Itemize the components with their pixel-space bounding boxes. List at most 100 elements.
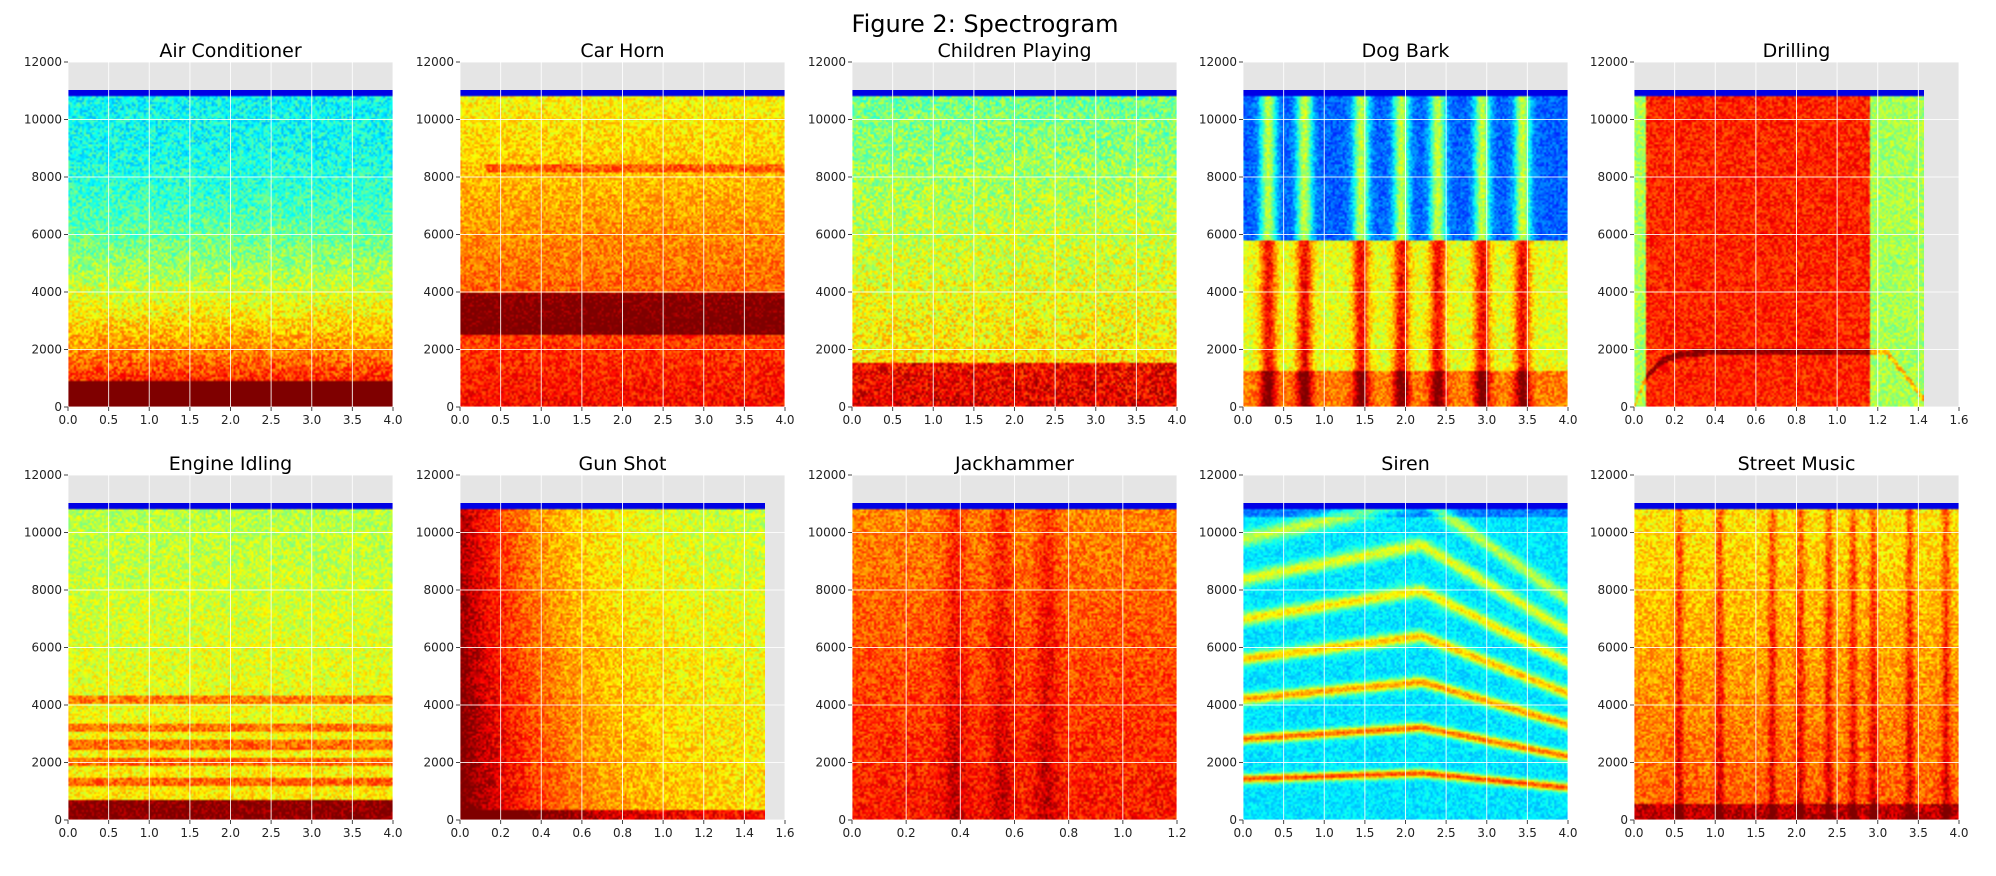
- x-tick-label: 4.0: [1167, 413, 1186, 427]
- y-tick-label: 12000: [808, 55, 846, 69]
- y-tick-label: 8000: [423, 170, 454, 184]
- x-tick-label: 0.0: [58, 826, 77, 840]
- x-tick-label: 0.5: [883, 413, 902, 427]
- x-tick-label: 1.2: [1868, 413, 1887, 427]
- panel-title: Engine Idling: [169, 453, 292, 475]
- x-tick-label: 1.6: [775, 826, 794, 840]
- x-tick-label: 3.0: [694, 413, 713, 427]
- x-tick-label: 3.0: [302, 826, 321, 840]
- panel-gun-shot: 0.0 0.2 0.4 0.6 0.8 1.0 1.2 1.4 1.6 0 2000 4000 6000…: [416, 453, 795, 840]
- panel-title: Siren: [1381, 453, 1429, 475]
- x-tick-label: 0.6: [572, 826, 591, 840]
- y-tick-label: 10000: [24, 113, 62, 127]
- y-tick-label: 2000: [815, 756, 846, 770]
- x-tick-label: 0.5: [1274, 826, 1293, 840]
- x-tick-label: 2.5: [1046, 413, 1065, 427]
- y-tick-label: 4000: [31, 285, 62, 299]
- x-tick-label: 1.0: [140, 413, 159, 427]
- y-tick-label: 12000: [808, 468, 846, 482]
- y-tick-label: 8000: [423, 583, 454, 597]
- x-tick-label: 0.0: [1624, 413, 1643, 427]
- y-tick-label: 2000: [815, 343, 846, 357]
- y-tick-label: 8000: [1597, 170, 1628, 184]
- x-tick-label: 3.0: [302, 413, 321, 427]
- y-tick-label: 6000: [423, 228, 454, 242]
- y-tick-label: 0: [446, 400, 454, 414]
- y-tick-label: 8000: [815, 170, 846, 184]
- x-tick-label: 0.0: [842, 826, 861, 840]
- x-tick-label: 1.5: [964, 413, 983, 427]
- x-tick-label: 3.0: [1477, 826, 1496, 840]
- y-tick-label: 0: [54, 400, 62, 414]
- panel-dog-bark: 0.0 0.5 1.0 1.5 2.0 2.5 3.0 3.5 4.0 0 2000 4000 6000…: [1199, 40, 1578, 427]
- x-tick-label: 0.8: [613, 826, 632, 840]
- y-tick-label: 6000: [31, 228, 62, 242]
- x-tick-label: 4.0: [1558, 826, 1577, 840]
- x-tick-label: 3.5: [735, 413, 754, 427]
- y-tick-label: 12000: [416, 468, 454, 482]
- x-tick-label: 0.0: [450, 826, 469, 840]
- panel-street-music: 0.0 0.5 1.0 1.5 2.0 2.5 3.0 3.5 4.0 0 2000 4000 6000…: [1590, 453, 1969, 840]
- x-tick-label: 4.0: [1558, 413, 1577, 427]
- x-tick-label: 1.2: [1167, 826, 1186, 840]
- x-tick-label: 1.5: [1355, 826, 1374, 840]
- x-tick-label: 0.0: [1233, 413, 1252, 427]
- y-tick-label: 0: [1229, 400, 1237, 414]
- y-tick-label: 2000: [423, 343, 454, 357]
- x-tick-label: 2.5: [1437, 413, 1456, 427]
- x-tick-label: 0.4: [951, 826, 970, 840]
- x-tick-label: 2.0: [1005, 413, 1024, 427]
- y-tick-label: 2000: [1206, 343, 1237, 357]
- y-tick-label: 6000: [1597, 641, 1628, 655]
- y-tick-label: 10000: [416, 526, 454, 540]
- panel-title: Children Playing: [937, 40, 1091, 62]
- y-tick-label: 4000: [423, 285, 454, 299]
- panel-title: Street Music: [1738, 453, 1856, 475]
- panel-air-conditioner: 0.0 0.5 1.0 1.5 2.0 2.5 3.0 3.5 4.0 0 2000 4000 6000…: [24, 40, 403, 427]
- x-tick-label: 4.0: [1949, 826, 1968, 840]
- y-tick-label: 4000: [1206, 698, 1237, 712]
- x-tick-label: 2.5: [654, 413, 673, 427]
- x-tick-label: 0.4: [532, 826, 551, 840]
- x-tick-label: 1.4: [735, 826, 754, 840]
- y-tick-label: 10000: [1590, 113, 1628, 127]
- y-tick-label: 8000: [31, 170, 62, 184]
- x-tick-label: 0.2: [491, 826, 510, 840]
- x-tick-label: 0.6: [1005, 826, 1024, 840]
- y-tick-label: 12000: [24, 55, 62, 69]
- y-tick-label: 0: [838, 400, 846, 414]
- y-tick-label: 6000: [423, 641, 454, 655]
- panel-siren: 0.0 0.5 1.0 1.5 2.0 2.5 3.0 3.5 4.0 0 2000 4000 6000…: [1199, 453, 1578, 840]
- x-tick-label: 4.0: [383, 413, 402, 427]
- y-tick-label: 0: [1229, 813, 1237, 827]
- y-tick-label: 6000: [1206, 228, 1237, 242]
- x-tick-label: 3.0: [1868, 826, 1887, 840]
- x-tick-label: 0.5: [1274, 413, 1293, 427]
- y-tick-label: 4000: [31, 698, 62, 712]
- panel-title: Air Conditioner: [159, 40, 301, 62]
- x-tick-label: 1.0: [1828, 413, 1847, 427]
- x-tick-label: 3.0: [1086, 413, 1105, 427]
- y-tick-label: 12000: [1590, 55, 1628, 69]
- y-tick-label: 4000: [1206, 285, 1237, 299]
- x-tick-label: 0.0: [1233, 826, 1252, 840]
- y-tick-label: 10000: [1590, 526, 1628, 540]
- y-tick-label: 10000: [416, 113, 454, 127]
- x-tick-label: 0.4: [1706, 413, 1725, 427]
- y-tick-label: 0: [1620, 400, 1628, 414]
- panel-drilling: 0.0 0.2 0.4 0.6 0.8 1.0 1.2 1.4 1.6 0 2000 4000 6000…: [1590, 40, 1969, 427]
- x-tick-label: 1.0: [532, 413, 551, 427]
- x-tick-label: 2.5: [262, 413, 281, 427]
- y-tick-label: 12000: [1199, 55, 1237, 69]
- y-tick-label: 8000: [1597, 583, 1628, 597]
- y-tick-label: 8000: [1206, 583, 1237, 597]
- spectrogram-heatmap: [1634, 90, 1925, 407]
- panel-title: Dog Bark: [1362, 40, 1450, 62]
- x-tick-label: 2.0: [221, 826, 240, 840]
- y-tick-label: 2000: [1597, 756, 1628, 770]
- y-tick-label: 8000: [31, 583, 62, 597]
- x-tick-label: 1.0: [1706, 826, 1725, 840]
- x-tick-label: 1.5: [1355, 413, 1374, 427]
- panel-title: Car Horn: [580, 40, 664, 62]
- y-tick-label: 8000: [815, 583, 846, 597]
